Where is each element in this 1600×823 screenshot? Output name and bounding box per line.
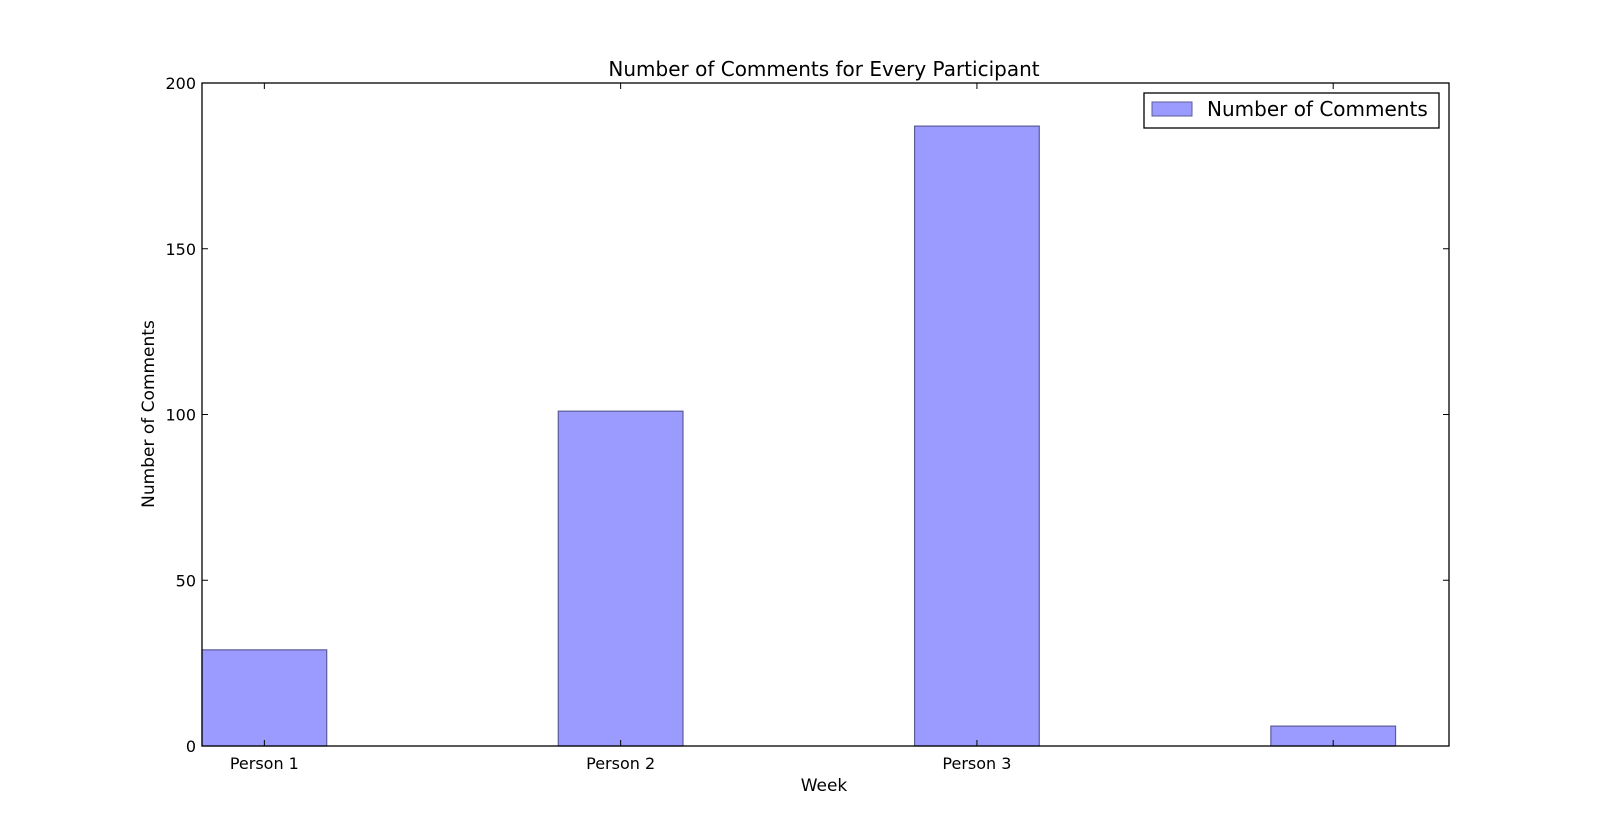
bars-layer xyxy=(201,125,1397,747)
plot-frame xyxy=(201,82,1450,747)
x-tick-label: Person 2 xyxy=(586,754,655,773)
bar-person-2 xyxy=(557,410,684,747)
y-tick-label: 0 xyxy=(186,737,196,756)
y-tick-label: 100 xyxy=(165,406,196,425)
legend-box xyxy=(1143,92,1440,129)
x-axis-title: Week xyxy=(801,776,848,796)
chart-title: Number of Comments for Every Participant xyxy=(608,57,1039,81)
x-tick-label: Person 1 xyxy=(230,754,299,773)
legend-swatch xyxy=(1151,101,1193,117)
y-axis-title: Number of Comments xyxy=(139,320,159,508)
bar-person-1 xyxy=(201,649,328,747)
y-tick-label: 200 xyxy=(165,74,196,93)
legend-label: Number of Comments xyxy=(1207,97,1428,121)
ticks-layer xyxy=(202,82,1449,747)
y-tick-label: 150 xyxy=(165,240,196,259)
y-tick-labels: 0 50 100 150 200 xyxy=(165,74,196,756)
y-tick-label: 50 xyxy=(176,571,196,590)
bar-person-3 xyxy=(913,125,1040,747)
x-tick-labels: Person 1 Person 2 Person 3 xyxy=(230,754,1012,773)
legend: Number of Comments xyxy=(1143,92,1440,129)
x-tick-label: Person 3 xyxy=(942,754,1011,773)
